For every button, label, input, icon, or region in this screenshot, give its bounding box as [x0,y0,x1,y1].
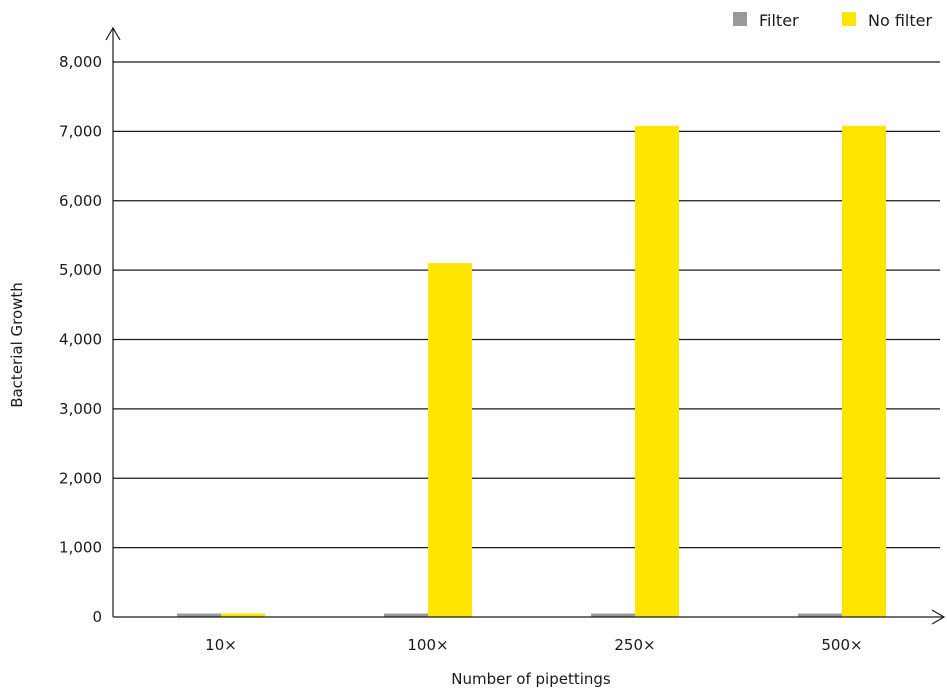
y-axis-arrow [105,26,121,41]
bar-filter [384,613,428,617]
bar-no-filter [635,125,679,617]
legend-label: No filter [868,11,932,30]
legend-swatch [842,12,856,26]
x-tick-labels: 10× 100× 250× 500× [205,636,862,654]
y-tick-label: 7,000 [59,122,102,140]
axes [105,26,946,625]
y-tick-label: 4,000 [59,331,102,349]
y-tick-label: 2,000 [59,469,102,487]
x-axis-title: Number of pipettings [451,670,611,688]
y-tick-labels: 0 1,000 2,000 3,000 4,000 5,000 6,000 7,000 8,00… [59,53,102,626]
x-tick-label: 500× [821,636,862,654]
y-tick-label: 6,000 [59,192,102,210]
legend-label: Filter [759,11,799,30]
legend: Filter No filter [733,11,932,30]
y-tick-label: 3,000 [59,400,102,418]
bars [177,125,886,617]
x-tick-label: 100× [407,636,448,654]
y-tick-label: 5,000 [59,261,102,279]
bar-no-filter [842,125,886,617]
bar-filter [591,613,635,617]
legend-swatch [733,12,747,26]
gridlines [113,61,940,549]
x-tick-label: 10× [205,636,237,654]
bar-no-filter [428,263,472,617]
bar-filter [177,613,221,617]
y-tick-label: 8,000 [59,53,102,71]
bar-filter [798,613,842,617]
bar-no-filter [221,613,265,617]
x-axis-arrow [931,609,946,625]
y-tick-label: 1,000 [59,539,102,557]
y-axis-title: Bacterial Growth [8,282,26,408]
y-tick-label: 0 [92,608,102,626]
x-tick-label: 250× [614,636,655,654]
